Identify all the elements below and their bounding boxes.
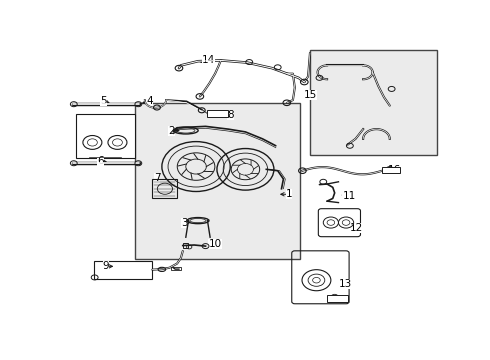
Text: 8: 8 [227, 110, 234, 120]
Bar [327, 294, 348, 302]
Text: 4: 4 [146, 96, 153, 106]
Bar [135, 103, 300, 260]
Text: 3: 3 [181, 219, 188, 228]
Bar [172, 267, 181, 270]
Text: 9: 9 [103, 261, 109, 271]
Text: 2: 2 [168, 126, 175, 135]
Text: 14: 14 [202, 55, 215, 66]
Bar [310, 50, 437, 156]
Text: 6: 6 [97, 156, 104, 166]
Bar [76, 114, 135, 158]
Text: 5: 5 [100, 96, 107, 106]
Text: 13: 13 [339, 279, 352, 289]
Text: 10: 10 [208, 239, 221, 249]
Text: 7: 7 [154, 174, 160, 184]
Bar [382, 167, 400, 173]
Bar [183, 243, 189, 248]
Text: 11: 11 [343, 192, 356, 202]
Bar [152, 179, 177, 198]
Text: 15: 15 [303, 90, 317, 100]
Text: 12: 12 [350, 223, 363, 233]
Text: 1: 1 [286, 189, 293, 199]
Text: 16: 16 [388, 165, 401, 175]
Bar [94, 261, 152, 279]
Bar [207, 110, 228, 117]
